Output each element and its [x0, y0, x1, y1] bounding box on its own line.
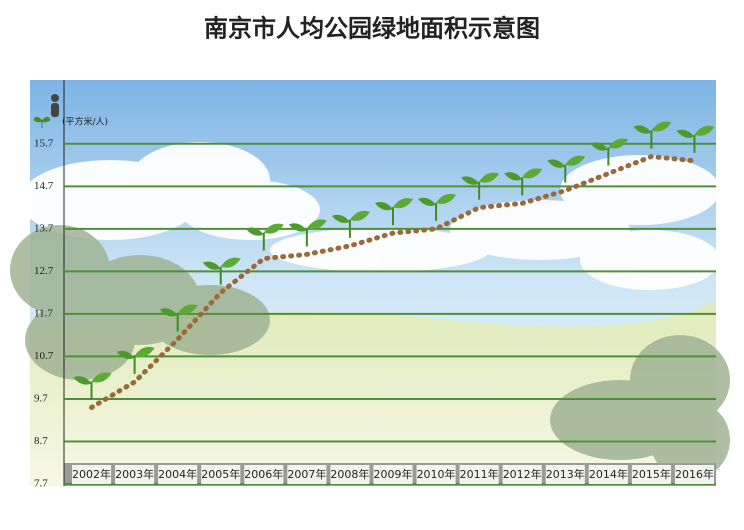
- x-tick-label: 2003年: [115, 467, 154, 481]
- sprout: [331, 210, 370, 238]
- category-box: [416, 465, 456, 484]
- sprout: [461, 172, 500, 200]
- category-box: [115, 465, 155, 484]
- sprout: [375, 198, 413, 226]
- sprout-leaf: [504, 172, 523, 181]
- sprout-leaf: [375, 201, 393, 211]
- x-tick-label: 2013年: [546, 467, 585, 481]
- y-tick-label: 12.7: [34, 265, 54, 277]
- category-box: [373, 465, 413, 484]
- y-axis-label: (平方米/人): [62, 116, 108, 128]
- sprout-leaf: [522, 168, 543, 179]
- x-tick-label: 2008年: [330, 467, 369, 481]
- x-tick-label: 2014年: [589, 467, 628, 481]
- x-tick-label: 2015年: [632, 467, 671, 481]
- sprout-leaf: [547, 159, 566, 168]
- y-tick-label: 9.7: [34, 392, 48, 404]
- x-tick-label: 2016年: [675, 467, 714, 481]
- category-box: [158, 465, 198, 484]
- x-tick-label: 2002年: [72, 467, 111, 481]
- sprout-leaf: [633, 125, 652, 134]
- sprout: [159, 304, 198, 332]
- sprout: [633, 121, 672, 149]
- sprout-leaf: [73, 376, 92, 385]
- sprout: [73, 372, 112, 400]
- sprout-leaf: [608, 138, 629, 149]
- sprout-leaf: [202, 261, 221, 270]
- y-tick-label: 10.7: [34, 350, 54, 362]
- sprout: [288, 219, 327, 247]
- category-box: [674, 465, 714, 484]
- sprout: [676, 125, 715, 153]
- x-tick-label: 2011年: [460, 467, 499, 481]
- data-line: [89, 153, 697, 410]
- sprout: [504, 168, 543, 196]
- category-box: [330, 465, 370, 484]
- sprout-leaf: [461, 176, 480, 185]
- sprout-leaf: [349, 210, 370, 221]
- sprout-leaf: [651, 121, 672, 132]
- sprout-leaf: [220, 257, 241, 268]
- sprout: [590, 138, 629, 166]
- sprout-leaf: [436, 193, 457, 204]
- sprout-leaf: [91, 372, 112, 383]
- y-tick-label: 14.7: [34, 180, 54, 192]
- sprout-leaf: [393, 198, 413, 209]
- chart-title: 南京市人均公园绿地面积示意图: [204, 14, 540, 43]
- sprout-leaf: [694, 125, 715, 136]
- x-tick-label: 2007年: [287, 467, 326, 481]
- category-box: [287, 465, 327, 484]
- category-box: [631, 465, 671, 484]
- category-box: [502, 465, 542, 484]
- x-tick-label: 2005年: [201, 467, 240, 481]
- sprout-leaf: [676, 129, 695, 138]
- x-tick-label: 2012年: [503, 467, 542, 481]
- sprout-leaf: [306, 219, 327, 230]
- sprout: [202, 257, 241, 285]
- x-tick-label: 2010年: [417, 467, 456, 481]
- category-box: [545, 465, 585, 484]
- sprout-leaf: [177, 304, 198, 315]
- sprout-leaf: [288, 223, 307, 232]
- sprout-leaf: [418, 197, 437, 206]
- sprout-leaf: [245, 227, 264, 236]
- category-box: [72, 465, 112, 484]
- sprout-leaf: [479, 172, 500, 183]
- x-tick-label: 2006年: [244, 467, 283, 481]
- category-box: [459, 465, 499, 484]
- y-tick-label: 7.7: [34, 478, 48, 490]
- sprout: [547, 155, 586, 183]
- category-box: [244, 465, 284, 484]
- y-tick-label: 11.7: [34, 307, 53, 319]
- x-tick-label: 2004年: [158, 467, 197, 481]
- sprout-leaf: [263, 223, 284, 234]
- category-box: [201, 465, 241, 484]
- sprout: [116, 346, 155, 374]
- sprout: [245, 223, 284, 251]
- sprout-leaf: [116, 350, 135, 360]
- y-tick-label: 15.7: [34, 137, 54, 149]
- x-tick-label: 2009年: [374, 467, 413, 481]
- y-tick-label: 8.7: [34, 435, 48, 447]
- sprout-leaf: [565, 155, 586, 166]
- category-box: [588, 465, 628, 484]
- sprout-leaf: [159, 308, 178, 317]
- sprout: [418, 193, 457, 221]
- y-tick-label: 13.7: [34, 222, 54, 234]
- sprout-leaf: [134, 346, 155, 357]
- sprout-leaf: [590, 142, 609, 151]
- sprout-leaf: [331, 214, 350, 223]
